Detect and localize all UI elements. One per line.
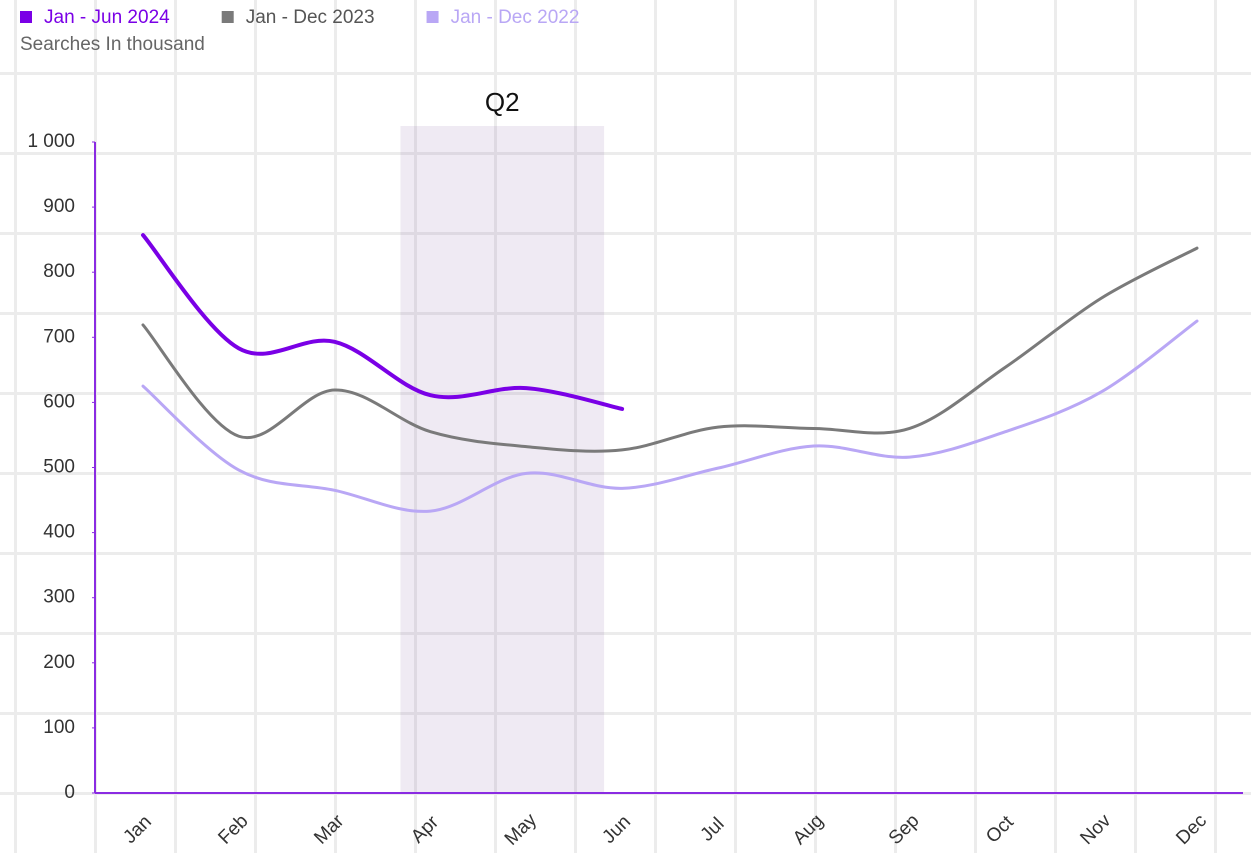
x-tick-label: Oct — [982, 811, 1018, 847]
y-tick-label: 0 — [64, 782, 75, 803]
y-tick-label: 1 000 — [27, 131, 75, 152]
y-tick-label: 700 — [43, 326, 75, 347]
y-tick-label: 900 — [43, 196, 75, 217]
legend-swatch — [221, 11, 234, 23]
y-axis-label: Searches In thousand — [20, 34, 205, 55]
y-tick-label: 800 — [43, 261, 75, 282]
series-line — [141, 233, 625, 411]
x-tick-label: Jun — [598, 811, 635, 848]
x-tick-label: Dec — [1172, 810, 1211, 849]
x-tick-label: Jan — [119, 811, 156, 848]
band-label: Q2 — [485, 87, 520, 117]
legend-swatch — [20, 11, 32, 23]
y-tick-label: 100 — [43, 717, 75, 738]
series-line — [141, 246, 1199, 453]
highlight-band — [400, 126, 605, 793]
y-tick-label: 400 — [43, 522, 75, 543]
x-tick-label: Jul — [697, 814, 729, 846]
x-tick-label: Nov — [1076, 810, 1115, 849]
x-tick-label: Sep — [885, 810, 924, 849]
legend-label: Jan - Dec 2022 — [451, 7, 580, 28]
legend-swatch — [426, 11, 439, 23]
legend-label: Jan - Dec 2023 — [246, 7, 375, 28]
y-tick-label: 300 — [43, 587, 75, 608]
x-tick-label: Mar — [310, 810, 348, 848]
y-tick-label: 200 — [43, 652, 75, 673]
x-tick-label: Feb — [214, 811, 252, 849]
series-line — [141, 319, 1199, 513]
y-tick-label: 500 — [43, 457, 75, 478]
x-tick-label: Aug — [789, 810, 828, 849]
legend: Jan - Jun 2024 Jan - Dec 2023 Jan - Dec 20… — [20, 7, 579, 28]
x-tick-label: May — [501, 809, 542, 850]
y-tick-label: 600 — [43, 391, 75, 412]
x-tick-label: Apr — [407, 811, 443, 847]
legend-label: Jan - Jun 2024 — [44, 7, 170, 28]
